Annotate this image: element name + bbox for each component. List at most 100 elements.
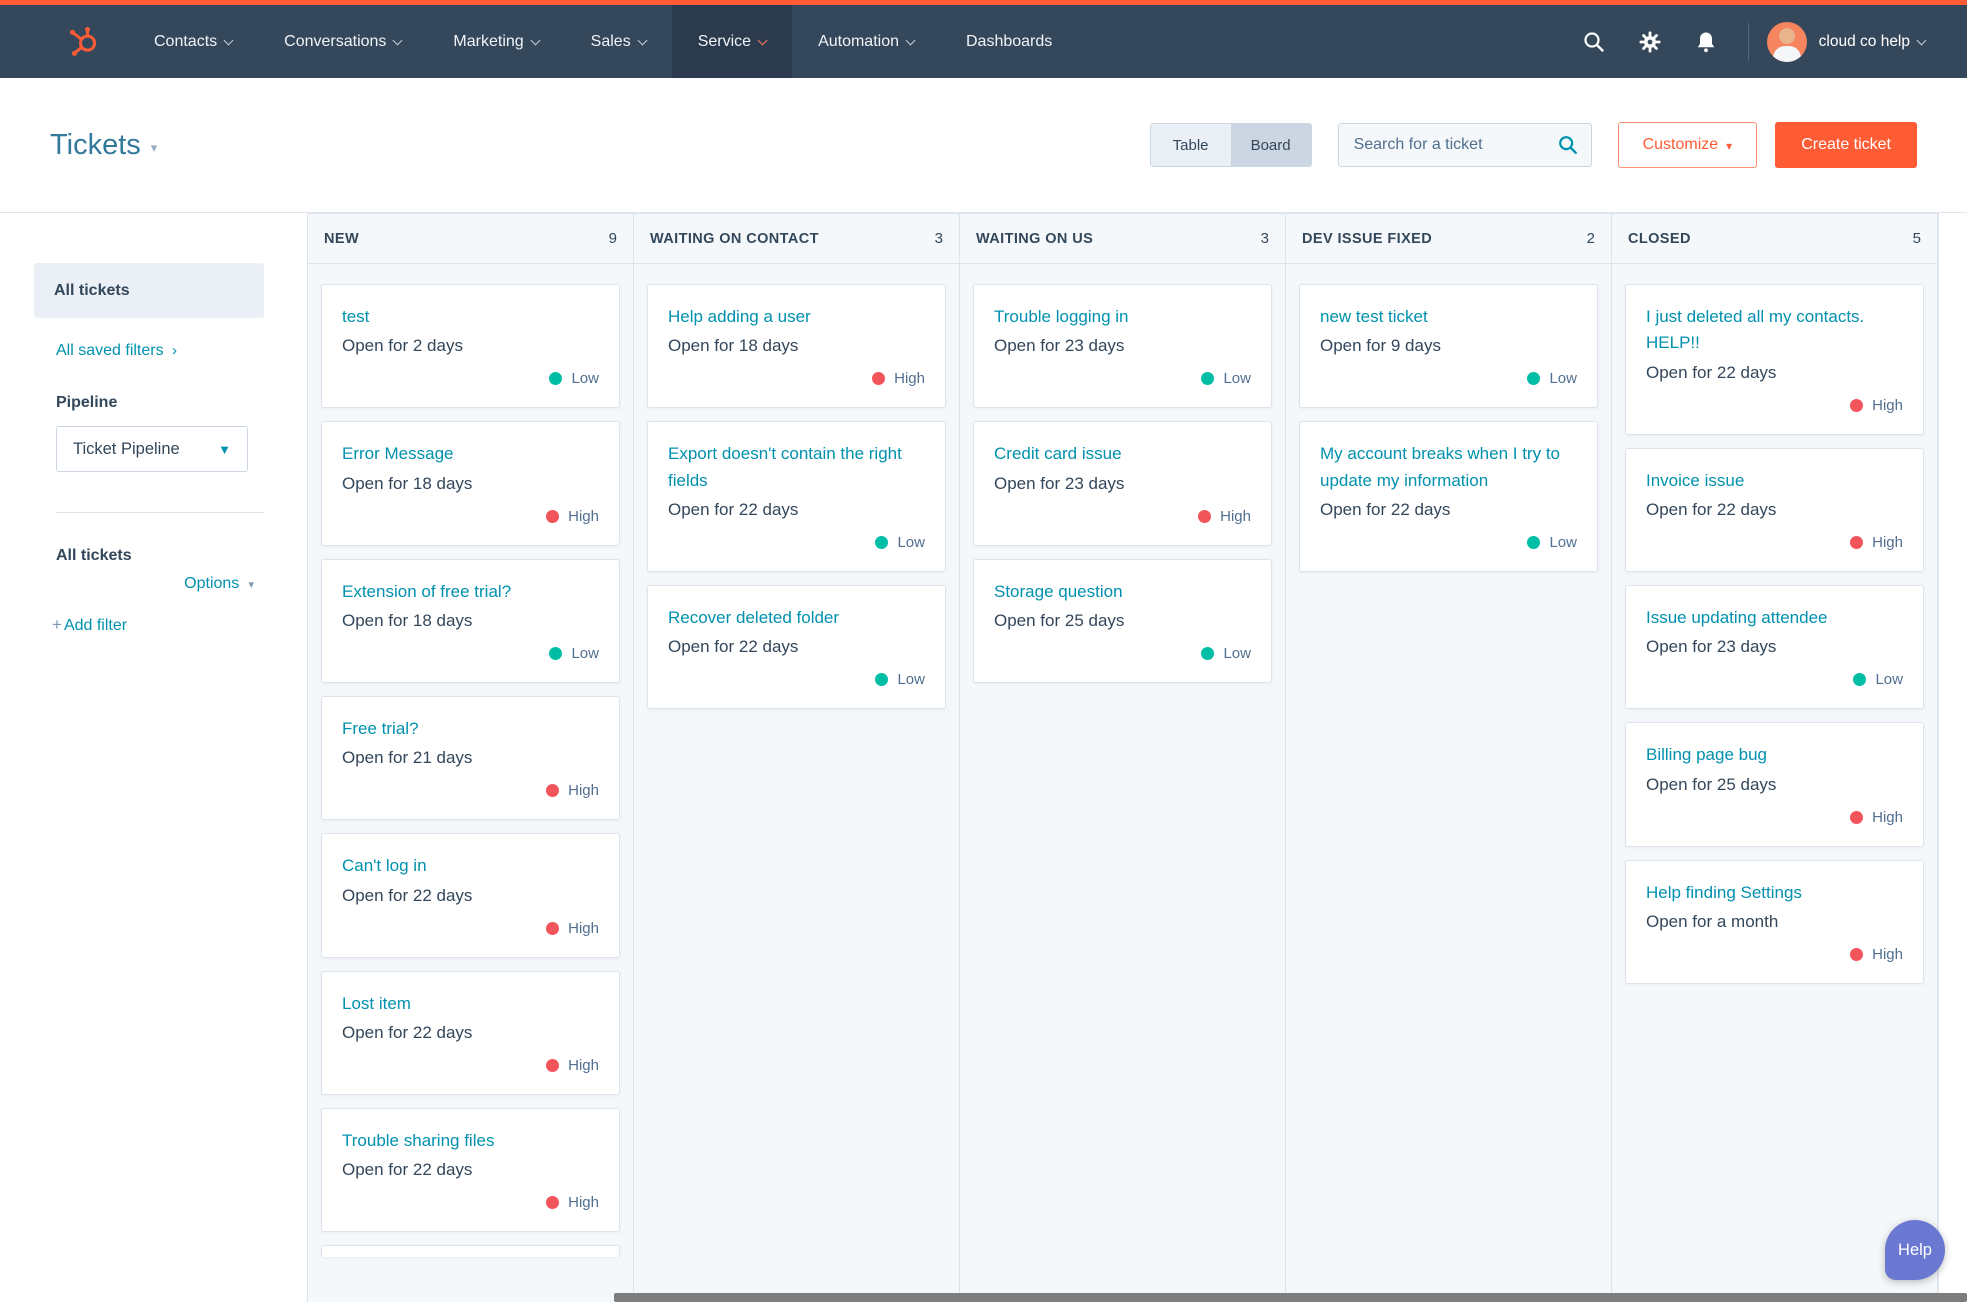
all-saved-filters-link[interactable]: All saved filters › (56, 342, 177, 360)
add-filter-button[interactable]: + Add filter (52, 615, 127, 635)
ticket-priority: High (668, 370, 925, 387)
ticket-card[interactable]: Trouble sharing files Open for 22 days H… (321, 1108, 620, 1233)
ticket-card[interactable]: Issue updating attendee Open for 23 days… (1625, 585, 1924, 710)
ticket-card[interactable]: Recover deleted folder Open for 22 days … (647, 585, 946, 710)
ticket-card[interactable]: Billing page bug Open for 25 days High (1625, 722, 1924, 847)
ticket-card[interactable]: Free trial? Open for 21 days High (321, 696, 620, 821)
nav-item-marketing[interactable]: Marketing (427, 5, 564, 78)
search-input[interactable] (1337, 123, 1592, 167)
ticket-title[interactable]: Help adding a user (668, 307, 811, 326)
ticket-title[interactable]: My account breaks when I try to update m… (1320, 444, 1560, 490)
ticket-title[interactable]: I just deleted all my contacts. HELP!! (1646, 307, 1865, 353)
column-count: 2 (1586, 230, 1595, 247)
customize-button[interactable]: Customize ▾ (1617, 122, 1758, 168)
gear-icon[interactable] (1638, 30, 1662, 54)
ticket-title[interactable]: Lost item (342, 993, 411, 1013)
ticket-priority: High (1646, 534, 1903, 551)
avatar[interactable] (1766, 21, 1807, 62)
ticket-title[interactable]: Trouble sharing files (342, 1131, 495, 1151)
ticket-card[interactable]: Export doesn't contain the right fields … (647, 421, 946, 573)
column-title: CLOSED (1628, 230, 1691, 247)
horizontal-scrollbar[interactable] (614, 1293, 1967, 1302)
ticket-card[interactable]: Help adding a user Open for 18 days High (647, 284, 946, 409)
ticket-title[interactable]: Export doesn't contain the right fields (668, 444, 902, 490)
board: NEW 9 test Open for 2 days Low Error Mes… (307, 213, 1938, 1302)
options-menu[interactable]: Options ▾ (34, 575, 254, 593)
ticket-card[interactable]: test Open for 2 days Low (321, 284, 620, 409)
ticket-title[interactable]: Can't log in (342, 856, 427, 876)
ticket-search (1337, 123, 1592, 167)
ticket-card[interactable]: Trouble logging in Open for 23 days Low (973, 284, 1272, 409)
account-menu[interactable]: cloud co help (1819, 33, 1927, 51)
ticket-title[interactable]: Billing page bug (1646, 745, 1767, 765)
ticket-open-duration: Open for 23 days (1646, 637, 1777, 657)
priority-label: Low (1875, 671, 1903, 689)
ticket-priority: High (1646, 809, 1903, 826)
priority-dot (1527, 536, 1541, 550)
nav-item-label: Sales (590, 32, 631, 50)
nav-item-dashboards[interactable]: Dashboards (940, 5, 1078, 78)
ticket-title[interactable]: new test ticket (1320, 307, 1428, 326)
ticket-title[interactable]: Extension of free trial? (342, 581, 512, 601)
ticket-card[interactable]: I just deleted all my contacts. HELP!! O… (1625, 284, 1924, 435)
help-button[interactable]: Help (1885, 1220, 1945, 1280)
search-icon[interactable] (1582, 30, 1606, 54)
column-title: DEV ISSUE FIXED (1302, 230, 1433, 247)
chevron-right-icon: › (172, 342, 178, 359)
ticket-title[interactable]: Storage question (994, 581, 1123, 601)
nav-item-service[interactable]: Service (671, 5, 793, 78)
title-caret-icon: ▾ (150, 140, 158, 155)
ticket-priority: High (342, 920, 599, 937)
column-cards: Help adding a user Open for 18 days High… (634, 264, 959, 729)
pipeline-select[interactable]: Ticket Pipeline ▼ (56, 426, 248, 472)
ticket-title[interactable]: Recover deleted folder (668, 608, 840, 628)
board-column: NEW 9 test Open for 2 days Low Error Mes… (308, 214, 634, 1302)
ticket-open-duration: Open for 22 days (668, 500, 799, 520)
priority-dot (1850, 810, 1864, 824)
ticket-card[interactable]: Can't log in Open for 22 days High (321, 833, 620, 958)
create-ticket-button[interactable]: Create ticket (1775, 122, 1917, 168)
ticket-card[interactable]: Error Message Open for 18 days High (321, 421, 620, 546)
ticket-card[interactable]: Extension of free trial? Open for 18 day… (321, 558, 620, 684)
priority-label: High (1872, 946, 1903, 964)
ticket-card[interactable]: My account breaks when I try to update m… (1299, 421, 1598, 573)
search-icon[interactable] (1557, 134, 1579, 156)
hubspot-logo[interactable] (0, 5, 128, 78)
ticket-title[interactable]: Help finding Settings (1646, 882, 1802, 902)
ticket-open-duration: Open for 22 days (342, 1160, 473, 1180)
page-title[interactable]: Tickets ▾ (50, 129, 157, 162)
ticket-card[interactable]: new test ticket Open for 9 days Low (1299, 284, 1598, 409)
ticket-open-duration: Open for 25 days (994, 611, 1125, 631)
ticket-card-partial[interactable] (321, 1245, 620, 1258)
ticket-title[interactable]: Invoice issue (1646, 470, 1745, 490)
table-view-button[interactable]: Table (1150, 124, 1231, 166)
ticket-card[interactable]: Storage question Open for 25 days Low (973, 558, 1272, 684)
ticket-title[interactable]: test (342, 307, 370, 326)
ticket-card[interactable]: Help finding Settings Open for a month H… (1625, 859, 1924, 985)
notifications-bell-icon[interactable] (1694, 30, 1718, 54)
chevron-down-icon (905, 35, 916, 45)
ticket-card[interactable]: Invoice issue Open for 22 days High (1625, 447, 1924, 573)
nav-item-conversations[interactable]: Conversations (258, 5, 427, 78)
priority-label: High (568, 782, 599, 800)
ticket-card[interactable]: Lost item Open for 22 days High (321, 970, 620, 1096)
chevron-down-icon (637, 35, 648, 45)
sidebar-item-all-tickets[interactable]: All tickets (34, 263, 264, 318)
nav-item-automation[interactable]: Automation (792, 5, 940, 78)
ticket-title[interactable]: Free trial? (342, 719, 419, 739)
ticket-open-duration: Open for 22 days (342, 1023, 473, 1043)
nav-item-contacts[interactable]: Contacts (128, 5, 258, 78)
column-cards: new test ticket Open for 9 days Low My a… (1286, 264, 1611, 592)
board-view-button[interactable]: Board (1230, 124, 1311, 166)
ticket-title[interactable]: Trouble logging in (994, 307, 1129, 326)
ticket-card[interactable]: Credit card issue Open for 23 days High (973, 421, 1272, 546)
ticket-title[interactable]: Error Message (342, 444, 454, 464)
ticket-title[interactable]: Issue updating attendee (1646, 608, 1828, 628)
ticket-priority: Low (668, 534, 925, 551)
priority-dot (546, 509, 560, 523)
ticket-open-duration: Open for 2 days (342, 336, 463, 356)
nav-item-sales[interactable]: Sales (565, 5, 672, 78)
top-nav: Contacts Conversations Marketing Sales S… (0, 0, 1967, 78)
ticket-title[interactable]: Credit card issue (994, 444, 1122, 464)
priority-label: High (568, 1194, 599, 1212)
